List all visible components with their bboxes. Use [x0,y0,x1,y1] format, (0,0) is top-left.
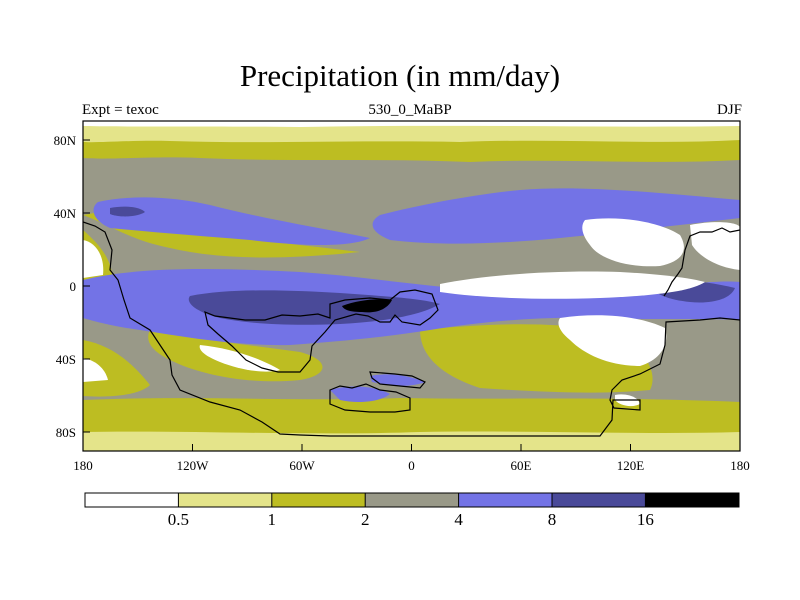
band-1-2-north-pacific [83,212,360,258]
colorbar-label: 1 [268,510,277,529]
x-tick-label: 60W [289,458,315,473]
band-lt05-arctic [83,121,740,127]
colorbar-label: 16 [637,510,654,529]
x-tick-label: 60E [511,458,532,473]
x-tick-label: 120E [617,458,645,473]
coastline-central-block [204,289,439,373]
colorbar-swatch [645,493,739,507]
experiment-label: Expt = texoc [82,102,159,118]
band-4-8-southern-ocean [330,386,390,402]
band-gt16-peak [342,299,392,313]
map-title: Precipitation (in mm/day) [239,58,561,93]
x-tick-label: 0 [408,458,415,473]
x-tick-label: 120W [177,458,210,473]
colorbar-label: 4 [454,510,463,529]
colorbar-swatch [458,493,552,507]
coastline-gondwana-north [663,227,740,297]
dry-zone-subtropical-band [440,271,705,299]
coastline-southern-block [329,383,411,413]
coastline-southern-island [369,371,426,389]
colorbar-label: 2 [361,510,370,529]
y-tick-label: 80N [54,133,77,148]
colorbar-swatch [178,493,272,507]
band-4-8-north-midlat [372,188,740,244]
y-tick-label: 40N [54,206,77,221]
x-tick-label: 180 [73,458,93,473]
colorbar-swatch [271,493,366,507]
dry-zone-west-margin [83,240,104,278]
y-tick-label: 0 [70,279,77,294]
band-8-16-north-pacific [110,206,145,217]
dry-zone-east-subtropics [582,218,684,267]
continent-outlines [83,221,740,437]
colorbar-swatch [365,493,459,507]
season-label: DJF [716,102,742,118]
band-4-8-north-pacific [93,197,371,245]
dry-zone-southern-subtropics [558,315,667,366]
axis-ticks [82,139,741,451]
dry-zone-southwest [83,358,108,382]
y-tick-label: 80S [56,425,76,440]
band-4-8-southern-ocean-2 [370,374,425,386]
y-tick-label: 40S [56,352,76,367]
period-label: 530_0_MaBP [368,102,452,118]
band-1-2-southern-midlat [83,340,150,397]
coastline-gondwana [83,221,740,437]
dry-zone-east-margin [690,222,740,270]
x-tick-label: 180 [730,458,750,473]
dry-zone-south-pacific [199,345,280,372]
precipitation-field [83,121,740,451]
colorbar-label: 0.5 [168,510,189,529]
colorbar-swatch [85,493,179,507]
colorbar-frame [84,492,740,508]
colorbar-label: 8 [548,510,557,529]
colorbar-swatch [552,493,646,507]
colorbar: 0.5 1 2 4 8 16 [84,492,740,529]
